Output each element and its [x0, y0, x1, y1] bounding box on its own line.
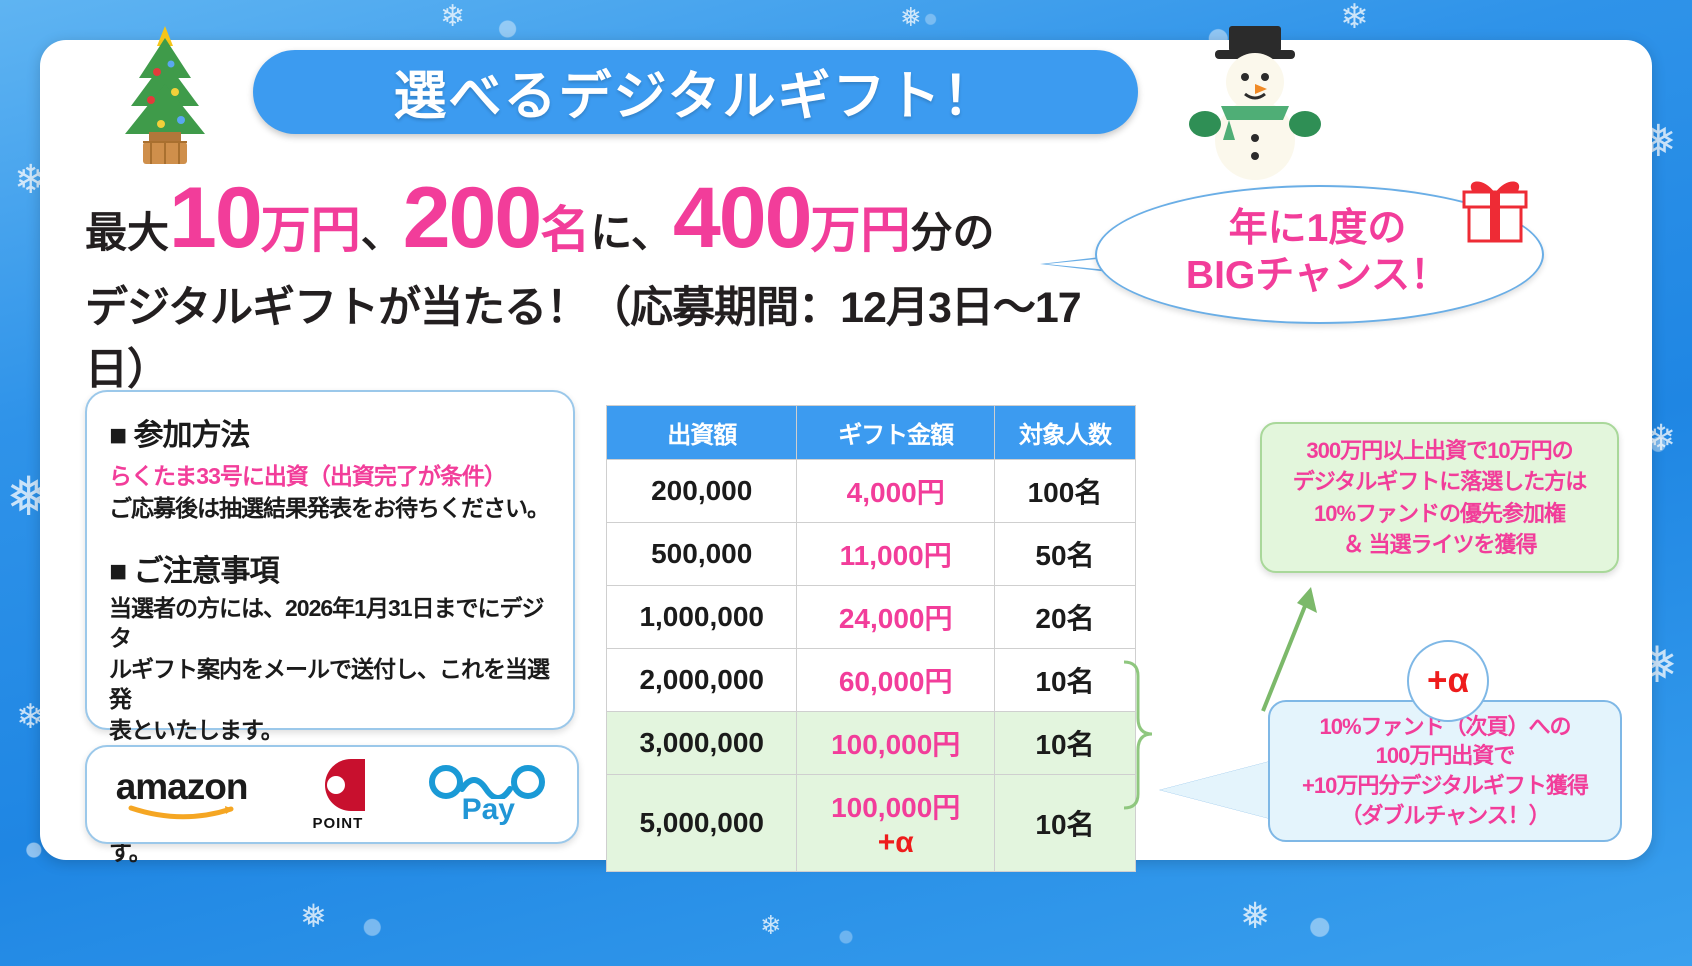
table-row: 500,000 11,000円 50名 — [605, 522, 1137, 586]
cell-winners: 50名 — [993, 522, 1137, 586]
notes-line-2: ルギフト案内をメールで送付し、これを当選発 — [109, 655, 550, 713]
quo-mark-icon — [429, 764, 546, 799]
amazon-wordmark: amazon — [115, 766, 249, 807]
big-chance-line-1: 年に1度の — [1228, 207, 1407, 251]
amazon-smile-icon — [128, 805, 234, 820]
info-box: ■ 参加方法 らくたま33号に出資（出資完了が条件） ご応募後は抽選結果発表をお… — [85, 390, 575, 865]
table-row: 1,000,000 24,000円 20名 — [605, 585, 1137, 649]
cell-winners: 10名 — [993, 711, 1137, 775]
notes-line-1: 当選者の方には、2026年1月31日までにデジタ — [109, 594, 545, 652]
headline-line-1: 最大10万円、200名に、400万円分の — [85, 175, 1085, 261]
notes-line-3: 表といたします。 — [109, 716, 284, 743]
gift-table: 出資額 ギフト金額 対象人数 200,000 4,000円 100名 500,0… — [605, 405, 1137, 872]
headline-sep-2: に、 — [590, 209, 673, 256]
table-row: 200,000 4,000円 100名 — [605, 459, 1137, 523]
blue-callout: 10%ファンド（次頁）への 100万円出資で +10万円分デジタルギフト獲得 （… — [1268, 700, 1622, 842]
green-callout-line-4: ＆ 当選ライツを獲得 — [1342, 531, 1537, 557]
participation-heading: ■ 参加方法 — [109, 419, 250, 452]
headline-sep-1: 、 — [360, 209, 403, 256]
cell-winners: 10名 — [993, 774, 1137, 872]
notes-heading: ■ ご注意事項 — [109, 554, 279, 588]
cell-gift-extra: +α — [877, 826, 914, 859]
headline-amount-2: 200 — [402, 170, 542, 266]
cell-deposit: 5,000,000 — [605, 774, 798, 872]
title-text: 選べるデジタルギフト！ — [393, 67, 998, 126]
snowflake-icon: ❅ — [900, 2, 922, 32]
gift-box-icon — [1462, 181, 1528, 243]
blue-callout-line-4: （ダブルチャンス！） — [1340, 802, 1550, 828]
blue-callout-line-2: 100万円出資で — [1375, 743, 1516, 769]
table-row: 2,000,000 60,000円 10名 — [605, 648, 1137, 712]
cell-gift-amount: 100,000円 — [831, 792, 961, 823]
snowflake-icon: ❄ — [440, 0, 466, 33]
col-header-deposit: 出資額 — [605, 405, 798, 460]
table-brace-icon — [1123, 660, 1153, 810]
headline-prefix: 最大 — [85, 209, 170, 256]
snowflake-icon: ❅ — [1240, 895, 1271, 936]
cell-winners: 10名 — [993, 648, 1137, 712]
speech-bubble-text: 年に1度の BIGチャンス！ — [1095, 185, 1540, 320]
headline-unit-2: 名 — [540, 202, 591, 258]
table-row-highlighted: 3,000,000 100,000円 10名 — [605, 711, 1137, 775]
cell-deposit: 1,000,000 — [605, 585, 798, 649]
headline-unit-1: 万円 — [260, 202, 361, 258]
brand-logo-box: amazon POINT Pay — [85, 745, 579, 844]
headline-amount-1: 10 — [169, 170, 263, 266]
blue-callout-line-3: +10万円分デジタルギフト獲得 — [1302, 773, 1589, 798]
quo-pay-logo: Pay — [428, 764, 548, 826]
blue-callout-tail — [1160, 760, 1275, 820]
green-arrow-icon — [1261, 587, 1317, 712]
green-callout-line-3: 10%ファンドの優先参加権 — [1313, 500, 1566, 526]
col-header-winners: 対象人数 — [993, 405, 1137, 460]
big-chance-line-2: BIGチャンス！ — [1185, 253, 1450, 297]
cell-gift: 60,000円 — [796, 648, 995, 712]
col-header-gift: ギフト金額 — [796, 405, 995, 460]
cell-gift: 4,000円 — [796, 459, 995, 523]
green-callout-line-2: デジタルギフトに落選した方は — [1292, 469, 1588, 495]
cell-gift: 100,000円 +α — [796, 774, 995, 872]
plus-alpha-badge: +α — [1407, 640, 1489, 722]
cell-winners: 100名 — [993, 459, 1137, 523]
cell-deposit: 500,000 — [605, 522, 798, 586]
quo-pay-label: Pay — [461, 792, 515, 826]
cell-deposit: 200,000 — [605, 459, 798, 523]
dpoint-label: POINT — [312, 815, 364, 832]
participation-condition: らくたま33号に出資（出資完了が条件） — [109, 463, 507, 489]
green-callout: 300万円以上出資で10万円の デジタルギフトに落選した方は 10%ファンドの優… — [1260, 422, 1619, 573]
christmas-tree-icon — [125, 26, 205, 164]
snowflake-icon: ❄ — [1340, 0, 1369, 36]
cell-gift: 100,000円 — [796, 711, 995, 775]
participation-note: ご応募後は抽選結果発表をお待ちください。 — [109, 495, 550, 521]
big-chance-speech-bubble: 年に1度の BIGチャンス！ — [1040, 181, 1544, 324]
dpoint-mark-icon — [324, 759, 365, 811]
cell-deposit: 2,000,000 — [605, 648, 798, 712]
snowflake-icon: ❅ — [300, 898, 327, 934]
cell-gift: 24,000円 — [796, 585, 995, 649]
cell-winners: 20名 — [993, 585, 1137, 649]
table-row-highlighted: 5,000,000 100,000円 +α 10名 — [605, 774, 1137, 872]
section-gap — [109, 524, 551, 546]
snowflake-icon: ❄ — [760, 910, 782, 940]
cell-deposit: 3,000,000 — [605, 711, 798, 775]
snowflake-icon: ❄ — [16, 698, 45, 736]
green-callout-line-1: 300万円以上出資で10万円の — [1306, 438, 1573, 464]
headline-suffix: 分の — [910, 209, 995, 256]
snowman-icon — [1189, 26, 1321, 180]
headline-unit-3: 万円 — [810, 202, 911, 258]
cell-gift: 11,000円 — [796, 522, 995, 586]
headline-line-2: デジタルギフトが当たる！（応募期間：12月3日〜17日） — [85, 284, 1082, 394]
table-header-row: 出資額 ギフト金額 対象人数 — [605, 405, 1137, 460]
title-banner: 選べるデジタルギフト！ — [253, 50, 1138, 134]
amazon-logo: amazon — [116, 768, 248, 821]
headline-block: 最大10万円、200名に、400万円分の デジタルギフトが当たる！（応募期間：1… — [85, 175, 1085, 397]
headline-amount-3: 400 — [672, 170, 812, 266]
dpoint-logo: POINT — [305, 757, 371, 832]
